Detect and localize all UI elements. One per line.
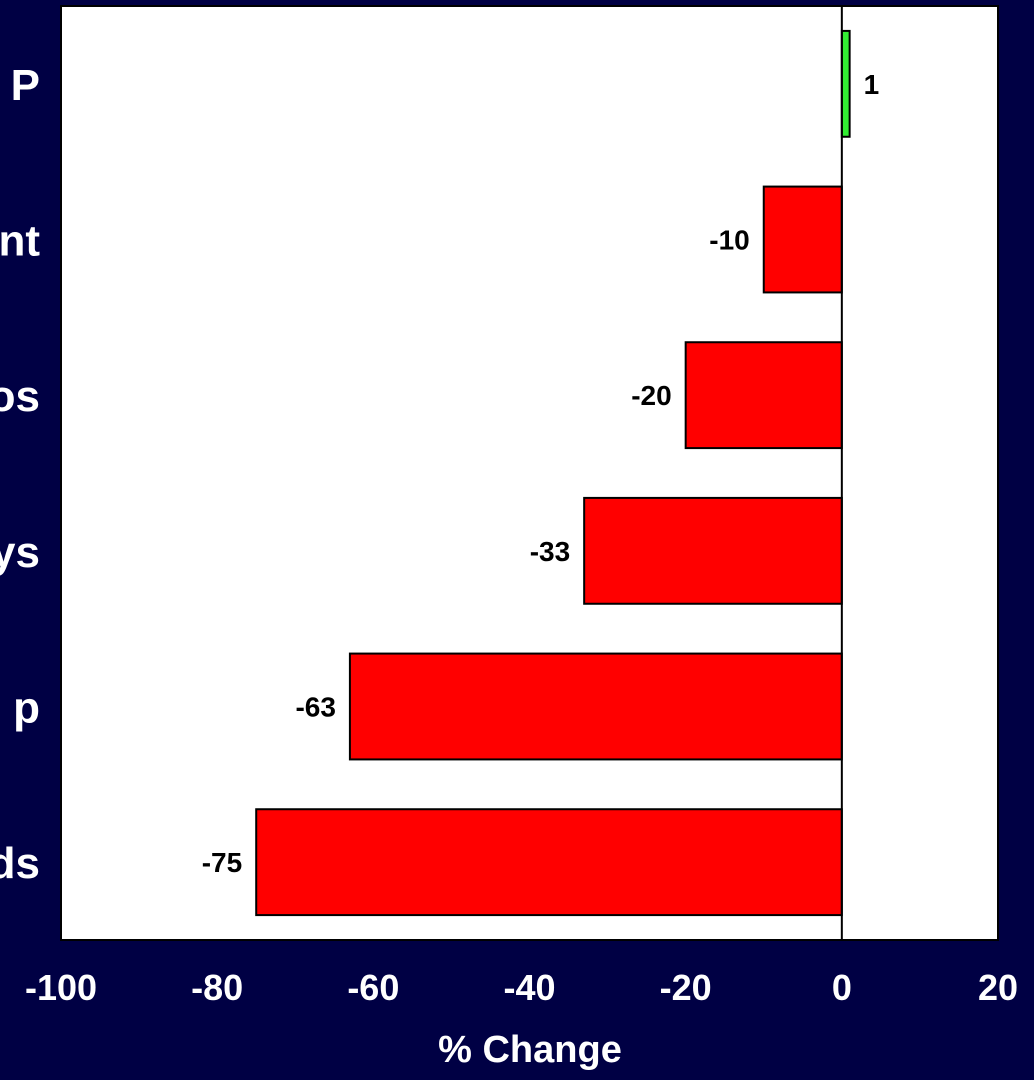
bar-p <box>348 652 843 761</box>
x-axis-title: % Change <box>438 1029 622 1071</box>
plot-area <box>60 5 999 941</box>
data-label-p: -63 <box>295 692 335 723</box>
x-tick-label: -20 <box>660 967 712 1008</box>
x-tick-label: -100 <box>25 967 97 1008</box>
x-tick-label: -60 <box>347 967 399 1008</box>
x-tick-label: -80 <box>191 967 243 1008</box>
category-label-ds: ds <box>0 839 40 888</box>
category-label-p: p <box>13 684 40 733</box>
category-label-ys: ys <box>0 528 40 577</box>
data-label-ys: -33 <box>530 536 570 567</box>
bar-ys <box>583 496 843 605</box>
category-labels-layer: ds p ys os nt P <box>0 61 40 888</box>
bar-ds <box>255 808 843 917</box>
x-tick-label: 20 <box>978 967 1018 1008</box>
category-label-os: os <box>0 372 40 421</box>
data-label-ds: -75 <box>202 847 242 878</box>
x-tick-label: -40 <box>503 967 555 1008</box>
data-labels-layer: -75 -63 -33 -20 -10 1 <box>202 69 879 878</box>
data-label-nt: -10 <box>709 225 749 256</box>
bar-P <box>840 29 851 138</box>
category-label-nt: nt <box>0 217 40 266</box>
bar-os <box>684 341 843 450</box>
bars-layer <box>255 29 851 917</box>
category-label-P: P <box>11 61 40 110</box>
x-tick-labels-layer: -100 -80 -60 -40 -20 0 20 <box>25 967 1018 1008</box>
data-label-P: 1 <box>864 69 880 100</box>
data-label-os: -20 <box>631 380 671 411</box>
bar-nt <box>762 185 843 294</box>
x-tick-label: 0 <box>832 967 852 1008</box>
